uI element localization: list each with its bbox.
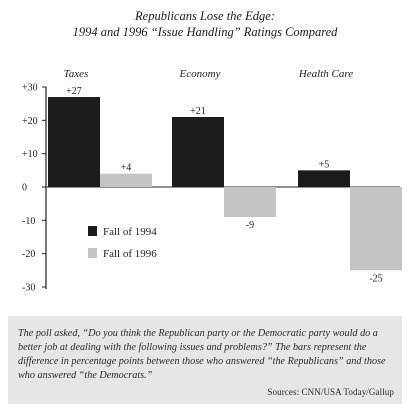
category-label: Economy (179, 68, 221, 80)
chart-subtitle: 1994 and 1996 “Issue Handling” Ratings C… (72, 25, 338, 39)
y-tick-label: -10 (22, 216, 35, 227)
bar (48, 97, 100, 187)
data-label: +27 (66, 86, 82, 97)
y-tick-label: -30 (22, 283, 35, 294)
chart-title: Republicans Lose the Edge: (135, 9, 275, 23)
legend-label: Fall of 1996 (103, 248, 157, 260)
note-box (8, 316, 402, 404)
y-tick-label: 0 (22, 183, 27, 194)
category-label: Health Care (298, 68, 353, 80)
data-label: +21 (190, 106, 206, 117)
y-tick-label: +10 (22, 149, 38, 160)
y-tick-label: -20 (22, 249, 35, 260)
data-label: -9 (246, 220, 254, 231)
bar-chart: +30 +20 +10 0 -10 -20 -30 Taxes +27 +4 Economy +21 -… (22, 68, 402, 294)
bar (298, 170, 350, 187)
data-label: +5 (319, 159, 330, 170)
y-tick-label: +20 (22, 116, 38, 127)
legend-label: Fall of 1994 (103, 226, 157, 238)
bar (350, 187, 402, 271)
source-credit: Sources: CNN/USA Today/Gallup (267, 387, 394, 397)
bar (224, 187, 276, 217)
category-label: Taxes (64, 68, 89, 80)
y-tick-label: +30 (22, 83, 38, 94)
legend-swatch (88, 226, 97, 236)
data-label: -25 (369, 273, 382, 284)
data-label: +4 (121, 163, 132, 174)
poll-note: The poll asked, “Do you think the Republ… (18, 328, 386, 381)
bar (172, 117, 224, 187)
legend-swatch (88, 248, 97, 258)
bar (100, 173, 152, 187)
